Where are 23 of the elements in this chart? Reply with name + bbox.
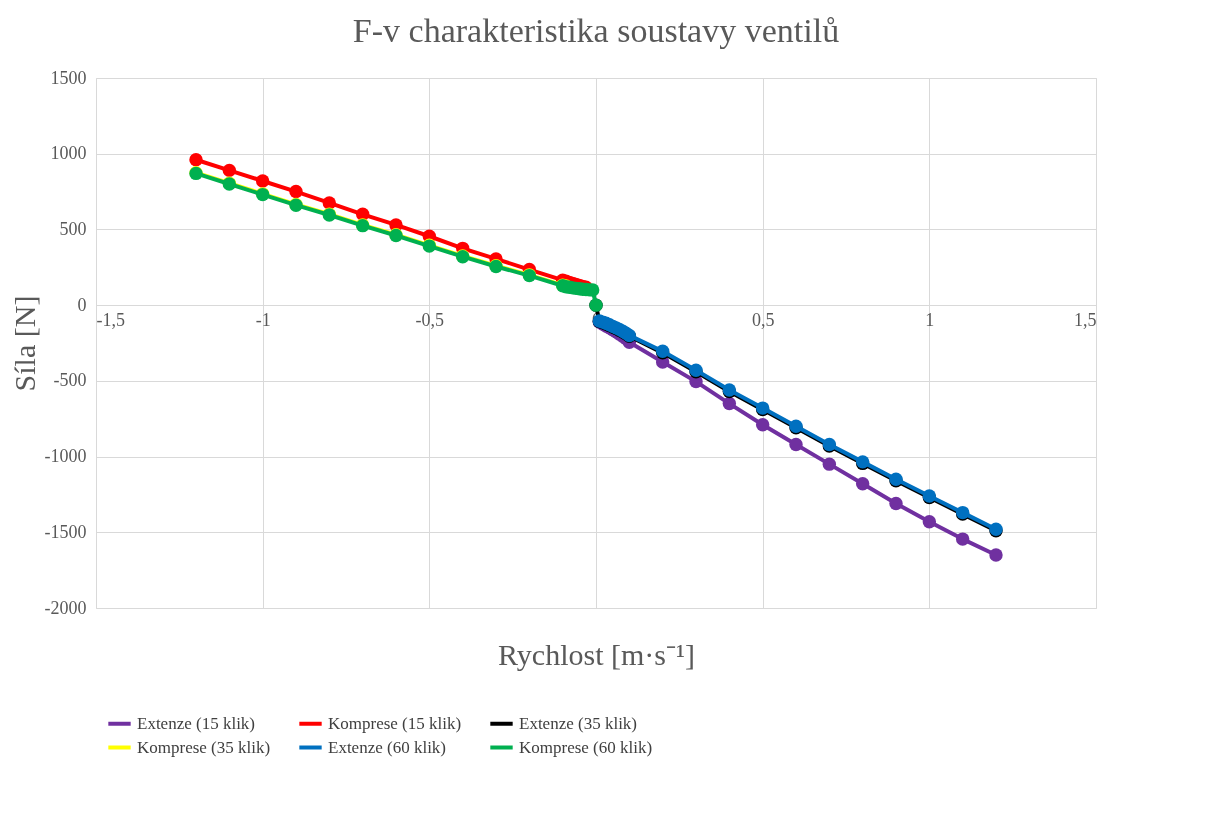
legend-label: Extenze (35 klik) [519,713,638,733]
y-tick-label: -500 [53,370,87,391]
y-tick-label: 0 [77,294,87,315]
y-tick-label: -1000 [44,446,87,467]
chart-title: F-v charakteristika soustavy ventilů [352,12,840,49]
x-tick-label: -0,5 [415,309,445,330]
legend-label: Komprese (15 klik) [328,713,462,733]
legend-label: Extenze (15 klik) [137,713,256,733]
y-tick-label: 500 [59,218,87,239]
x-tick-label: 1 [925,309,935,330]
x-tick-label: 0,5 [751,309,775,330]
y-tick-label: 1500 [50,67,87,88]
legend-label: Komprese (35 klik) [137,737,271,757]
y-tick-label: 1000 [50,143,87,164]
legend-label: Komprese (60 klik) [519,737,653,757]
y-tick-label: -2000 [44,597,87,618]
x-tick-label: 1,5 [1074,309,1097,330]
y-axis-title: Síla [N] [7,295,41,392]
y-tick-label: -1500 [44,521,87,542]
x-tick-label: -1 [255,309,271,330]
x-axis-title: Rychlost [m·s⁻¹] [498,637,695,671]
x-tick-label: -1,5 [96,309,125,330]
legend-label: Extenze (60 klik) [328,737,447,757]
